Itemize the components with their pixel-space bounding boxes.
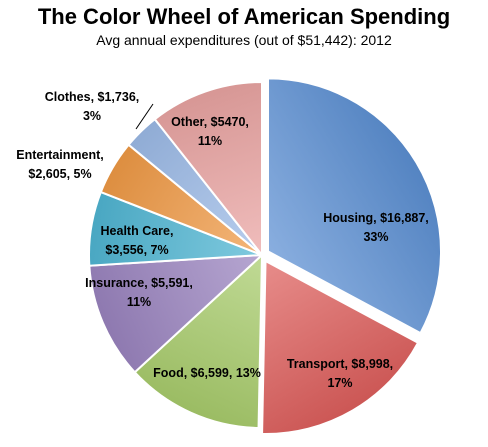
slice-label-entertainment: Entertainment, $2,605, 5% [16,148,104,181]
pie-slices [88,77,442,436]
slice-labels: Housing, $16,887, 33% Transport, $8,998, 17… [16,90,429,390]
slice-label-housing: Housing, $16,887, 33% [323,211,429,244]
slice-label-other: Other, $5470, 11% [171,115,249,148]
pie-slice-insurance [88,253,265,374]
pie-slice-food [133,252,264,429]
slice-label-food: Food, $6,599, 13% [153,366,261,380]
slice-label-transport: Transport, $8,998, 17% [287,357,393,390]
slice-label-insurance: Insurance, $5,591, 11% [85,276,193,309]
chart-subtitle: Avg annual expenditures (out of $51,442)… [96,32,392,48]
pie-slice-transport [261,259,420,436]
slice-label-clothes: Clothes, $1,736, 3% [45,90,140,123]
pie-slice-housing [267,77,442,335]
leader-line-clothes [135,103,154,130]
leader-lines [135,103,154,130]
slice-label-health-care: Health Care, $3,556, 7% [101,224,174,257]
pie-slice-other [153,80,263,258]
chart-title: The Color Wheel of American Spending [37,4,451,29]
